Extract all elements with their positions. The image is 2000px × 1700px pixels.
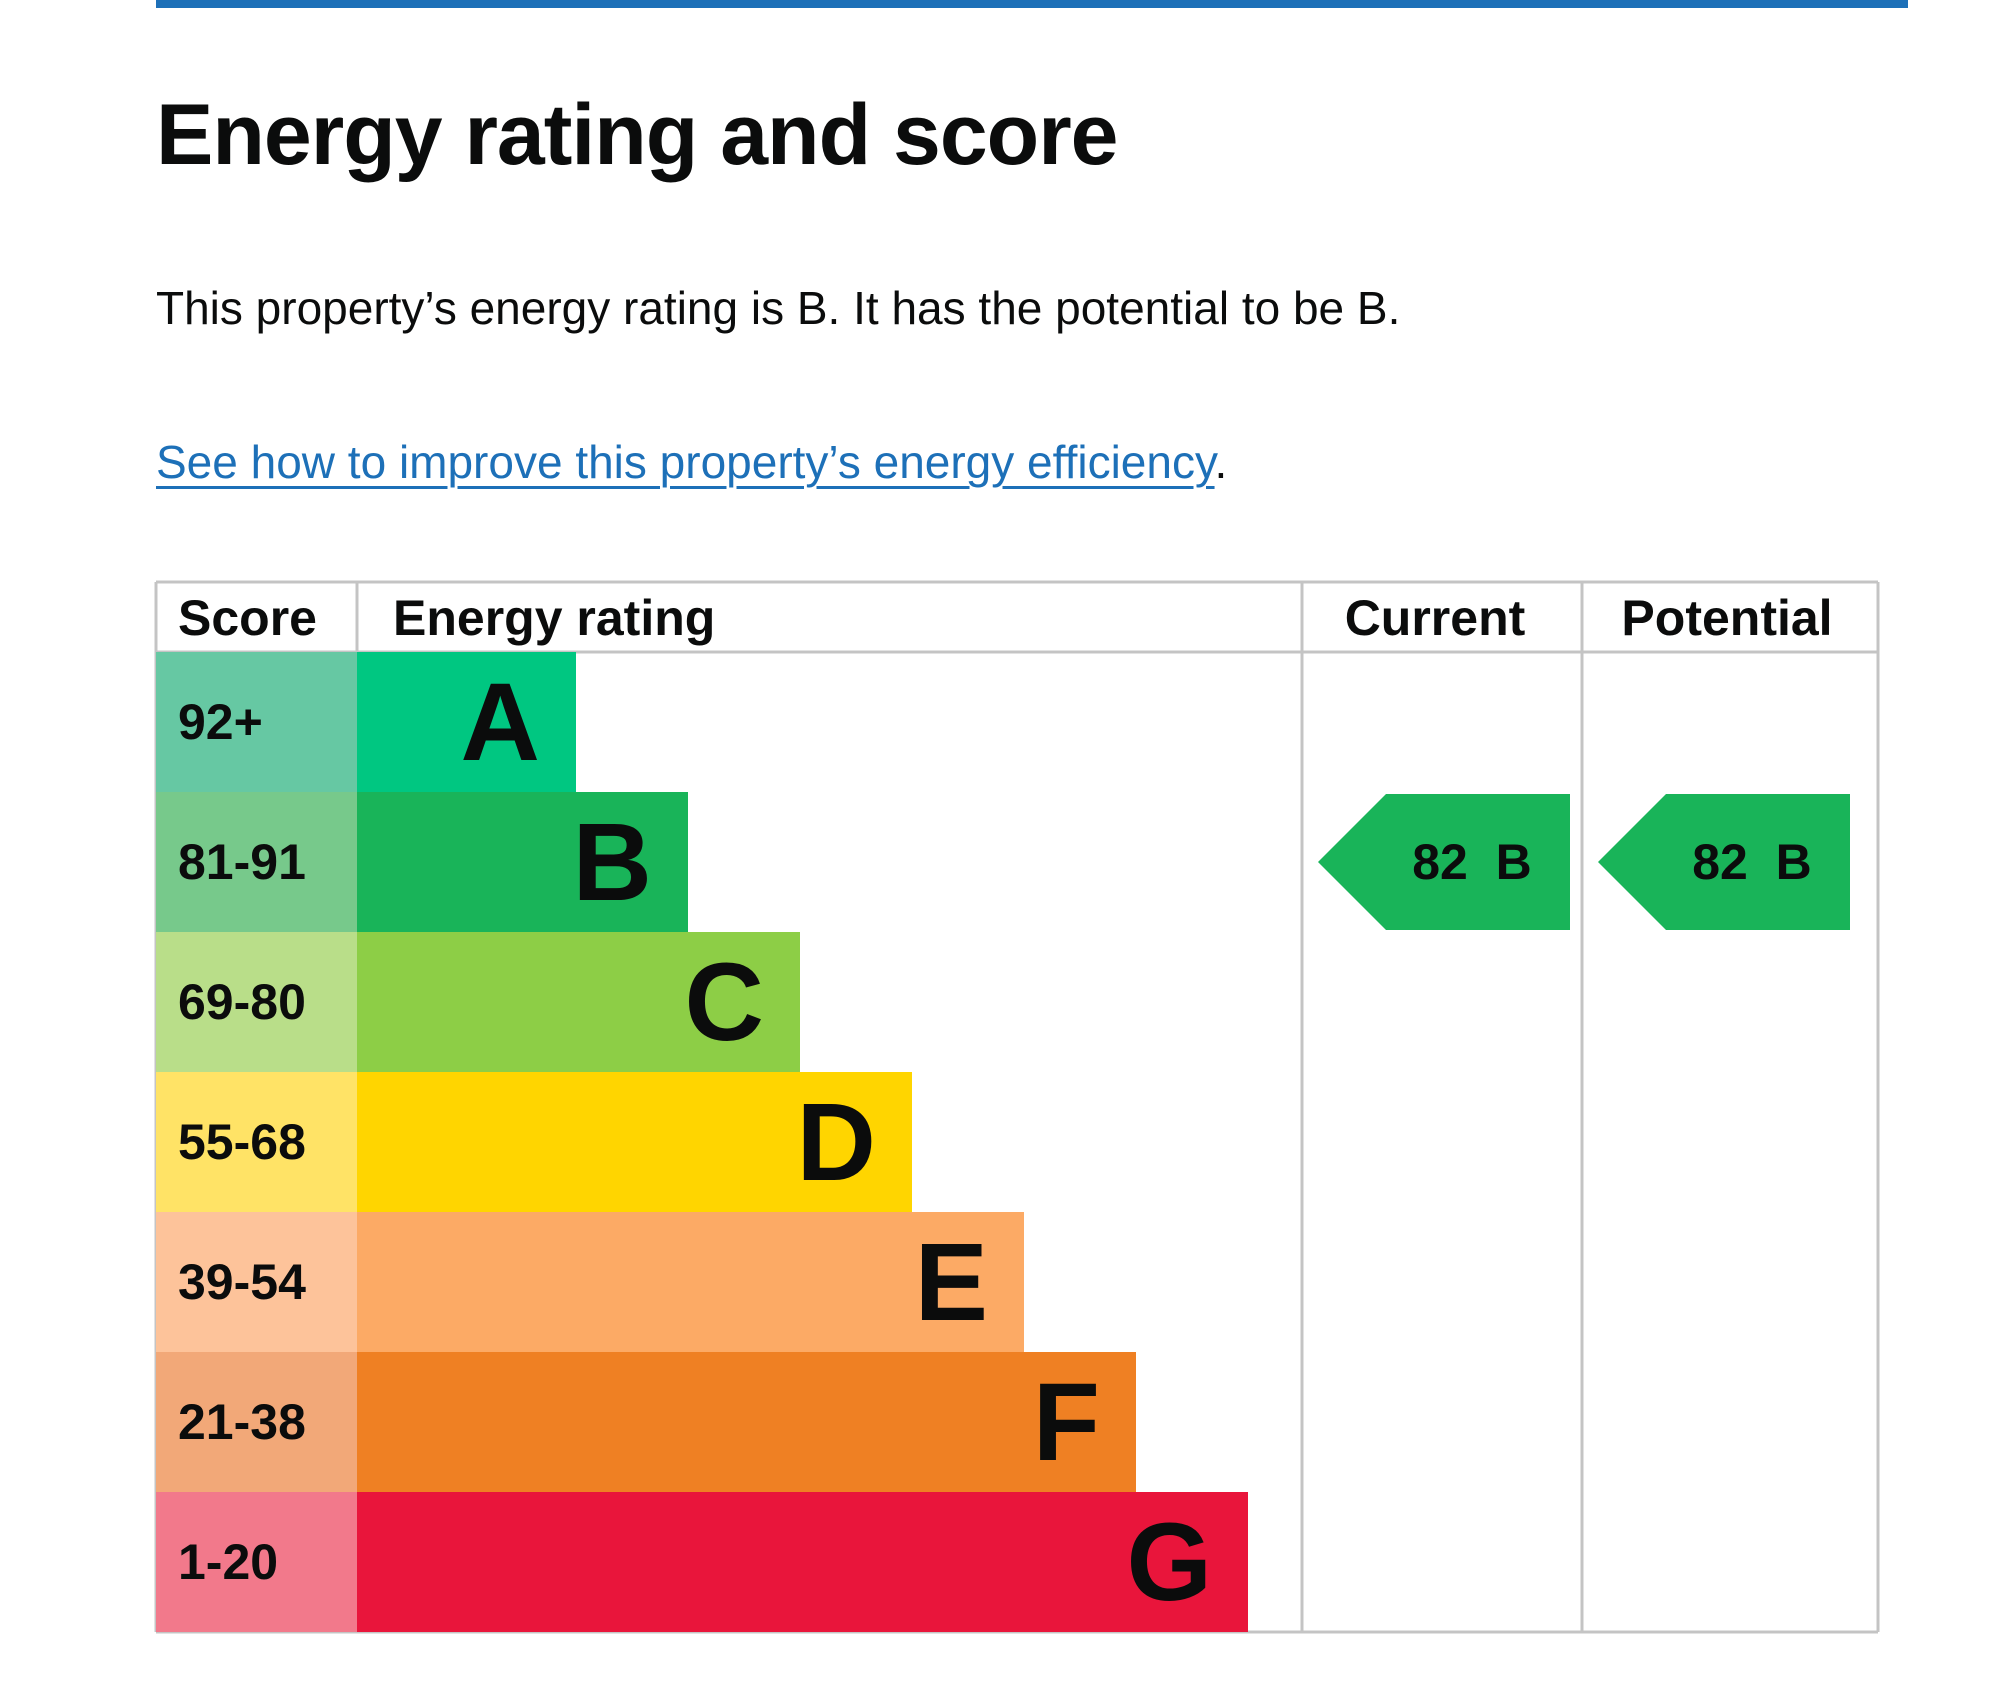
- band-letter: E: [915, 1221, 988, 1344]
- potential-rating-arrow: 82 B: [1598, 794, 1850, 930]
- band-letter: D: [797, 1081, 876, 1204]
- band-row-a: 92+ A: [156, 652, 576, 792]
- rating-summary: This property’s energy rating is B. It h…: [156, 282, 1401, 334]
- band-score-label: 39-54: [178, 1254, 306, 1310]
- current-rating-arrow-label: 82 B: [1412, 834, 1532, 890]
- band-score-cell: [156, 932, 357, 1072]
- header-potential: Potential: [1621, 590, 1832, 646]
- band-letter: B: [573, 801, 652, 924]
- band-letter: C: [685, 941, 764, 1064]
- band-score-cell: [156, 652, 357, 792]
- header-score: Score: [178, 590, 317, 646]
- header-current: Current: [1345, 590, 1526, 646]
- band-letter: F: [1033, 1361, 1100, 1484]
- band-score-cell: [156, 1212, 357, 1352]
- band-letter: G: [1126, 1501, 1212, 1624]
- band-score-label: 1-20: [178, 1534, 278, 1590]
- band-row-f: 21-38 F: [156, 1352, 1136, 1492]
- improve-link-suffix: .: [1214, 436, 1228, 488]
- band-bar: [357, 1212, 1024, 1352]
- band-score-cell: [156, 1352, 357, 1492]
- band-row-b: 81-91 B: [156, 792, 688, 932]
- band-bar: [357, 1072, 912, 1212]
- potential-rating-arrow-label: 82 B: [1692, 834, 1812, 890]
- current-rating-arrow: 82 B: [1318, 794, 1570, 930]
- band-score-cell: [156, 792, 357, 932]
- top-rule: [156, 0, 1908, 8]
- band-row-c: 69-80 C: [156, 932, 800, 1072]
- rating-bands: 92+ A 81-91 B 69-80 C 55-68 D 39-54 E 21-38 F 1-20 G: [156, 652, 1248, 1632]
- page-title: Energy rating and score: [156, 87, 1119, 183]
- band-row-g: 1-20 G: [156, 1492, 1248, 1632]
- band-score-label: 69-80: [178, 974, 306, 1030]
- band-score-cell: [156, 1072, 357, 1212]
- improve-line: See how to improve this property’s energ…: [156, 432, 1227, 492]
- band-bar: [357, 932, 800, 1072]
- band-score-label: 21-38: [178, 1394, 306, 1450]
- current-rating-arrow-shape: [1318, 794, 1570, 930]
- band-score-label: 81-91: [178, 834, 306, 890]
- band-bar: [357, 1352, 1136, 1492]
- band-score-cell: [156, 1492, 357, 1632]
- potential-rating-arrow-shape: [1598, 794, 1850, 930]
- header-energy-rating: Energy rating: [393, 590, 715, 646]
- band-score-label: 92+: [178, 694, 263, 750]
- rating-indicators: 82 B 82 B: [1318, 794, 1850, 930]
- band-row-e: 39-54 E: [156, 1212, 1024, 1352]
- improve-efficiency-link[interactable]: See how to improve this property’s energ…: [156, 436, 1215, 488]
- band-bar: [357, 792, 688, 932]
- band-letter: A: [461, 661, 540, 784]
- band-row-d: 55-68 D: [156, 1072, 912, 1212]
- band-bar: [357, 652, 576, 792]
- band-score-label: 55-68: [178, 1114, 306, 1170]
- band-bar: [357, 1492, 1248, 1632]
